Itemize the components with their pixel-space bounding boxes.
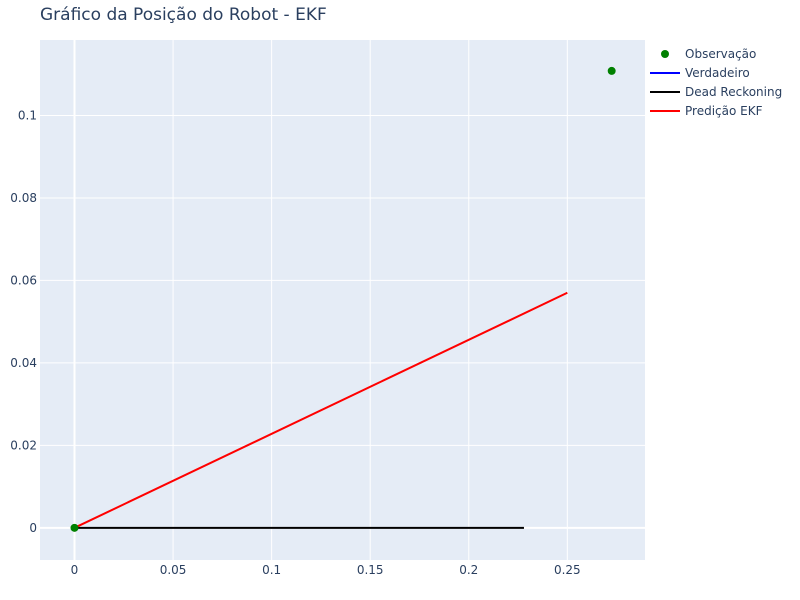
- y-tick-label: 0.08: [10, 191, 37, 205]
- x-tick-label: 0.05: [160, 563, 187, 577]
- legend-item[interactable]: Verdadeiro: [650, 66, 750, 80]
- x-tick-label: 0.1: [262, 563, 281, 577]
- legend-label: Dead Reckoning: [685, 85, 782, 99]
- legend-label: Predição EKF: [685, 104, 763, 118]
- observation-point: [607, 66, 616, 75]
- legend-label: Verdadeiro: [685, 66, 750, 80]
- x-tick-label: 0.2: [459, 563, 478, 577]
- x-tick-label: 0.25: [554, 563, 581, 577]
- legend[interactable]: Observação Verdadeiro Dead Reckoning Prediç…: [650, 47, 782, 118]
- y-tick-label: 0.02: [10, 438, 37, 452]
- x-axis-ticks: 0 0.05 0.1 0.15 0.2 0.25: [71, 563, 581, 577]
- grid-lines: [40, 40, 645, 560]
- x-tick-label: 0.15: [357, 563, 384, 577]
- observation-point: [70, 523, 79, 532]
- y-tick-label: 0: [29, 521, 37, 535]
- y-tick-label: 0.1: [18, 108, 37, 122]
- x-tick-label: 0: [71, 563, 79, 577]
- y-axis-ticks: 0 0.02 0.04 0.06 0.08 0.1: [10, 108, 37, 534]
- legend-item[interactable]: Dead Reckoning: [650, 85, 782, 99]
- series-line-predi-o-ekf: [74, 291, 568, 529]
- y-tick-label: 0.06: [10, 273, 37, 287]
- series-layer: [70, 66, 616, 532]
- legend-item[interactable]: Predição EKF: [650, 104, 763, 118]
- legend-label: Observação: [685, 47, 756, 61]
- chart-title: Gráfico da Posição do Robot - EKF: [40, 5, 327, 25]
- plot-area: [40, 40, 645, 560]
- y-tick-label: 0.04: [10, 356, 37, 370]
- legend-marker-icon: [661, 50, 669, 58]
- legend-item[interactable]: Observação: [661, 47, 756, 61]
